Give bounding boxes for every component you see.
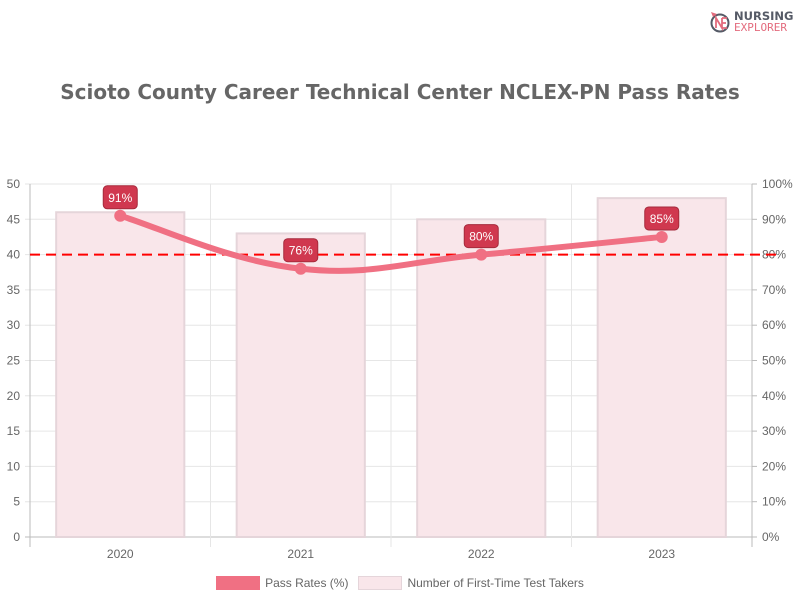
data-label: 91% — [108, 191, 132, 205]
left-tick-label: 25 — [7, 354, 21, 368]
logo-text-2: EXPLORER — [734, 21, 787, 34]
legend-swatch — [358, 576, 403, 590]
data-label-box — [283, 238, 319, 263]
pass-rate-point — [655, 230, 668, 243]
pass-rate-point — [114, 209, 127, 222]
legend-swatch — [216, 576, 261, 590]
left-tick-label: 50 — [7, 177, 21, 191]
left-tick-label: 35 — [7, 283, 21, 297]
chart-title: Scioto County Career Technical Center NC… — [60, 80, 740, 104]
bar — [55, 211, 186, 539]
bar — [596, 197, 727, 538]
pass-rate-point — [294, 262, 307, 275]
left-tick-label: 10 — [7, 459, 21, 473]
data-label-box — [644, 206, 680, 231]
bar — [416, 218, 547, 539]
left-tick-label: 30 — [7, 318, 21, 332]
right-tick-label: 100% — [762, 177, 793, 191]
right-tick-label: 70% — [762, 283, 786, 297]
legend-label: Pass Rates (%) — [265, 576, 349, 590]
left-tick-label: 40 — [7, 248, 21, 262]
data-label-box — [102, 185, 138, 210]
data-label-box — [463, 224, 499, 249]
right-tick-label: 0% — [762, 530, 780, 544]
right-tick-label: 60% — [762, 318, 786, 332]
logo-text-1: NURSING — [734, 9, 794, 23]
legend: Pass Rates (%) Number of First-Time Test… — [0, 576, 800, 590]
pass-rate-point — [475, 248, 488, 261]
legend-item-pass-rates[interactable]: Pass Rates (%) — [216, 576, 348, 590]
x-tick-label: 2021 — [287, 547, 314, 561]
data-label: 76% — [289, 244, 313, 258]
right-tick-label: 40% — [762, 389, 786, 403]
bar — [235, 232, 366, 538]
legend-item-test-takers[interactable]: Number of First-Time Test Takers — [358, 576, 584, 590]
left-tick-label: 20 — [7, 389, 21, 403]
x-tick-label: 2020 — [107, 547, 134, 561]
right-tick-label: 10% — [762, 495, 786, 509]
right-tick-label: 30% — [762, 424, 786, 438]
data-label: 85% — [650, 212, 674, 226]
left-tick-label: 0 — [13, 530, 20, 544]
data-label: 80% — [469, 230, 493, 244]
left-tick-label: 5 — [13, 495, 20, 509]
left-tick-label: 45 — [7, 212, 21, 226]
right-tick-label: 50% — [762, 354, 786, 368]
nursing-explorer-logo: NURSING EXPLORER — [710, 8, 800, 36]
legend-label: Number of First-Time Test Takers — [407, 576, 584, 590]
x-tick-label: 2022 — [468, 547, 495, 561]
right-tick-label: 90% — [762, 212, 786, 226]
pass-rate-line — [117, 212, 665, 274]
x-tick-label: 2023 — [648, 547, 675, 561]
logo-icon — [710, 12, 730, 33]
right-tick-label: 20% — [762, 459, 786, 473]
left-tick-label: 15 — [7, 424, 21, 438]
